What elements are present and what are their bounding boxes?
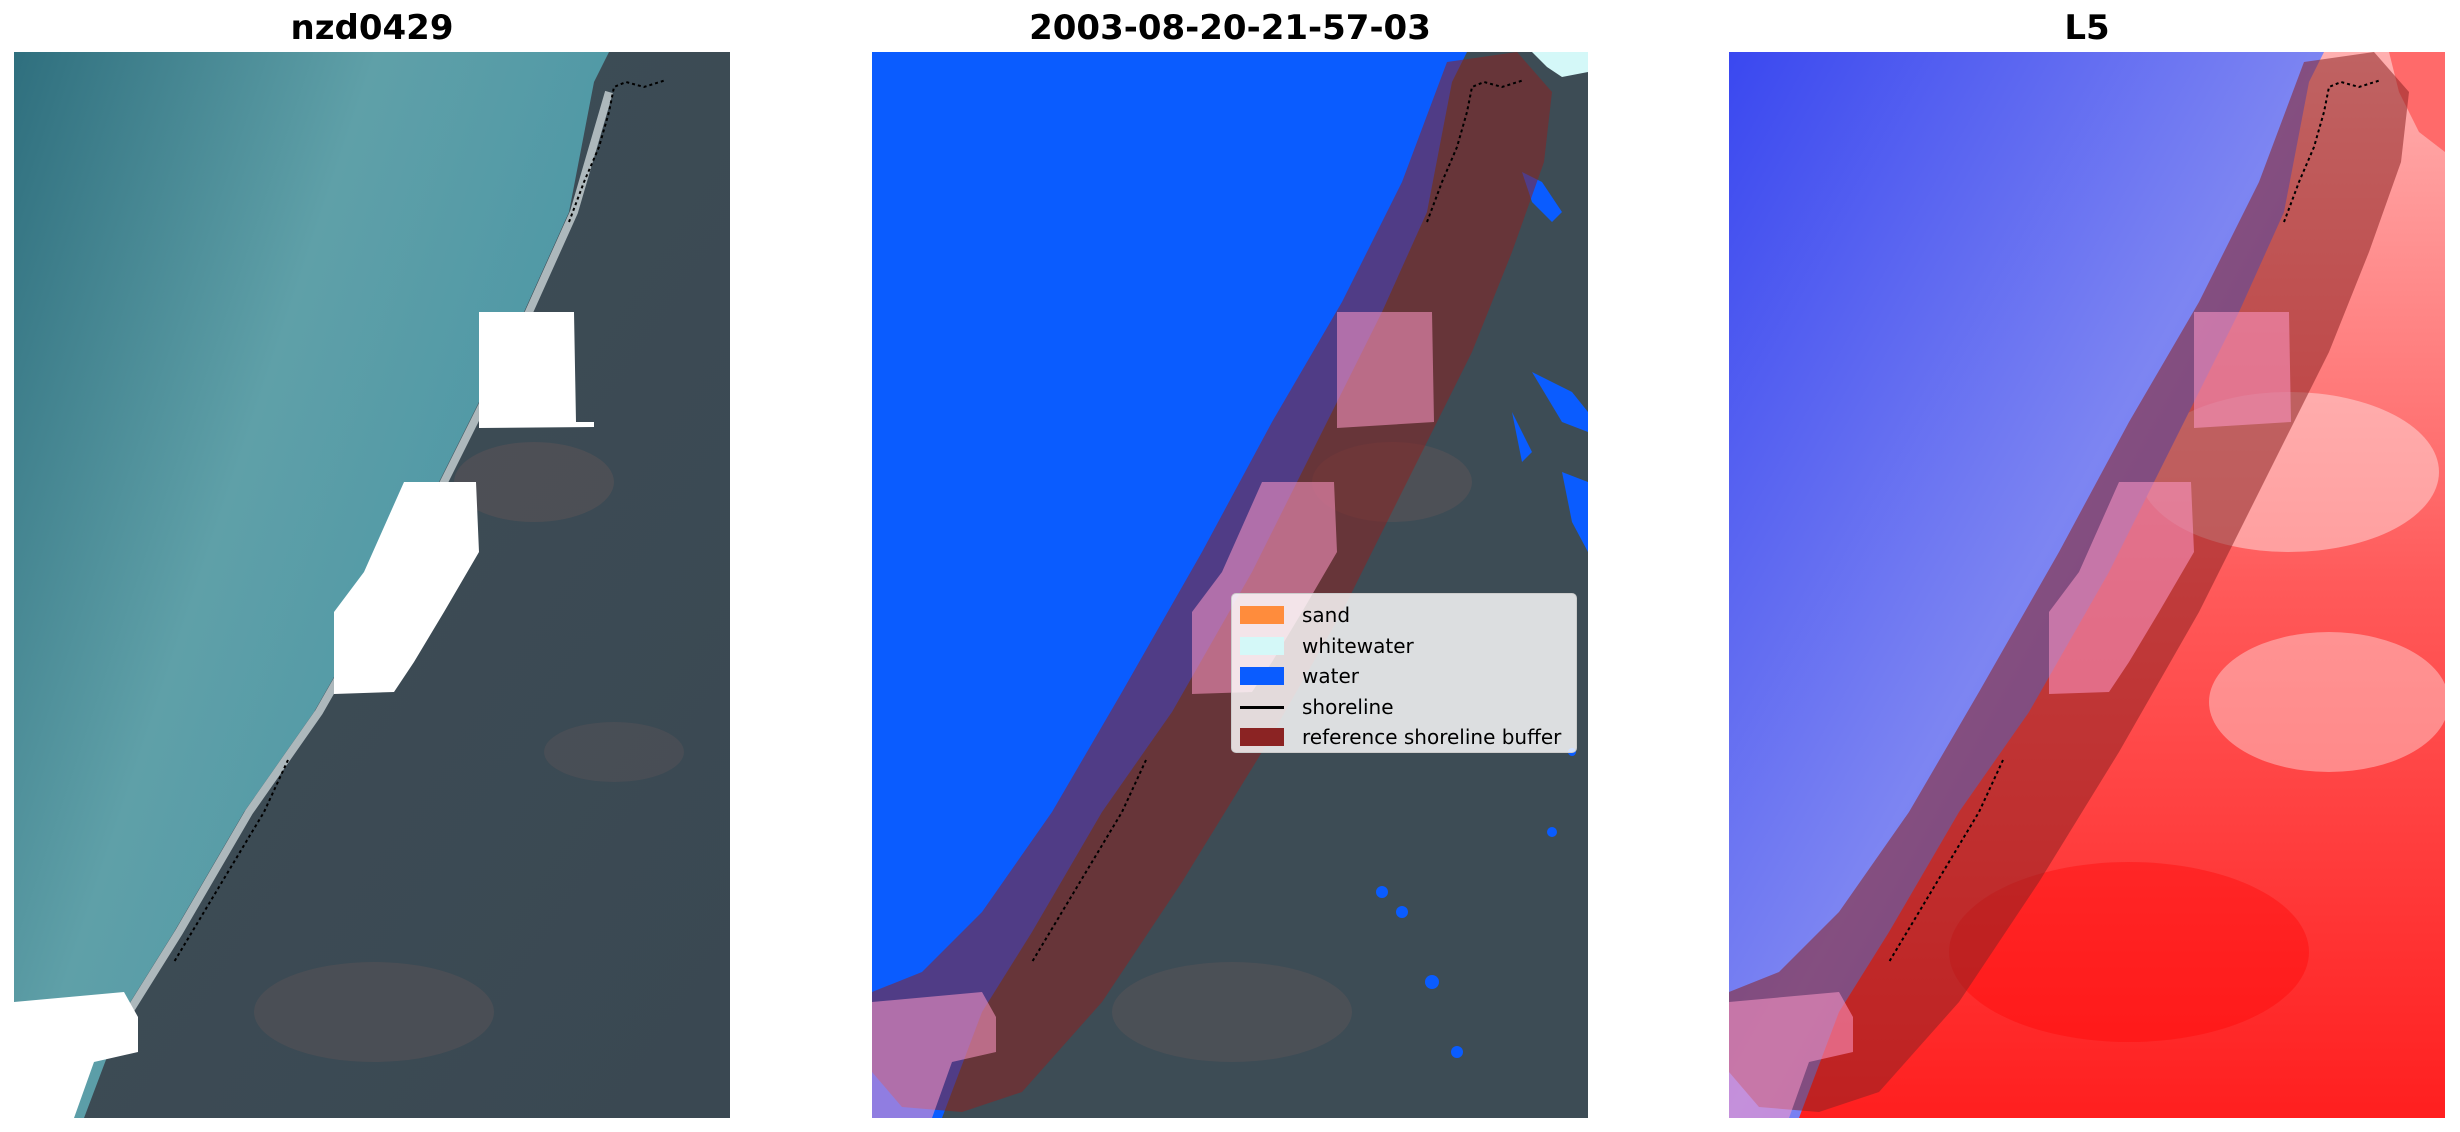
legend-label: reference shoreline buffer (1302, 725, 1562, 750)
cloud-patch-3 (872, 992, 996, 1118)
classification-image (872, 52, 1588, 1118)
shoreline-south (173, 759, 289, 963)
legend-line-shoreline (1240, 698, 1284, 716)
legend-label: shoreline (1302, 694, 1394, 719)
cloud-mask-1 (479, 312, 594, 428)
legend-item-buffer: reference shoreline buffer (1232, 722, 1576, 753)
cloud-mask-2 (334, 482, 479, 694)
cloud-mask-3 (14, 992, 138, 1118)
shoreline-north (1426, 79, 1525, 223)
rgb-image (14, 52, 730, 1118)
panel-title-index: L5 (2064, 8, 2110, 48)
legend-swatch-buffer (1240, 728, 1284, 747)
legend-swatch-whitewater (1240, 636, 1284, 655)
legend: sand whitewater water shoreline referenc… (1231, 593, 1577, 753)
legend-label: water (1302, 664, 1359, 689)
legend-item-whitewater: whitewater (1232, 631, 1576, 662)
shoreline-north (2283, 79, 2382, 223)
panel-title-rgb: nzd0429 (290, 8, 454, 48)
cloud-patch-2 (1192, 482, 1337, 694)
water-index (1729, 52, 2324, 1118)
shoreline-south (1888, 759, 2004, 963)
cloud-patch-1 (1337, 312, 1434, 428)
legend-swatch-water (1240, 667, 1284, 686)
shoreline-north (568, 79, 667, 223)
legend-label: sand (1302, 603, 1351, 628)
rgb-image-panel (14, 52, 730, 1118)
sea-area (14, 52, 609, 1118)
index-image (1729, 52, 2445, 1118)
classification-panel (872, 52, 1588, 1118)
panel-title-classification: 2003-08-20-21-57-03 (1029, 8, 1431, 48)
legend-item-sand: sand (1232, 600, 1576, 631)
shoreline-south (1031, 759, 1147, 963)
index-panel (1729, 52, 2445, 1118)
water-class (872, 52, 1467, 1118)
legend-item-shoreline: shoreline (1232, 692, 1576, 723)
legend-item-water: water (1232, 661, 1576, 692)
whitewater-patch (1532, 52, 1588, 77)
legend-swatch-sand (1240, 606, 1284, 625)
legend-label: whitewater (1302, 633, 1414, 658)
